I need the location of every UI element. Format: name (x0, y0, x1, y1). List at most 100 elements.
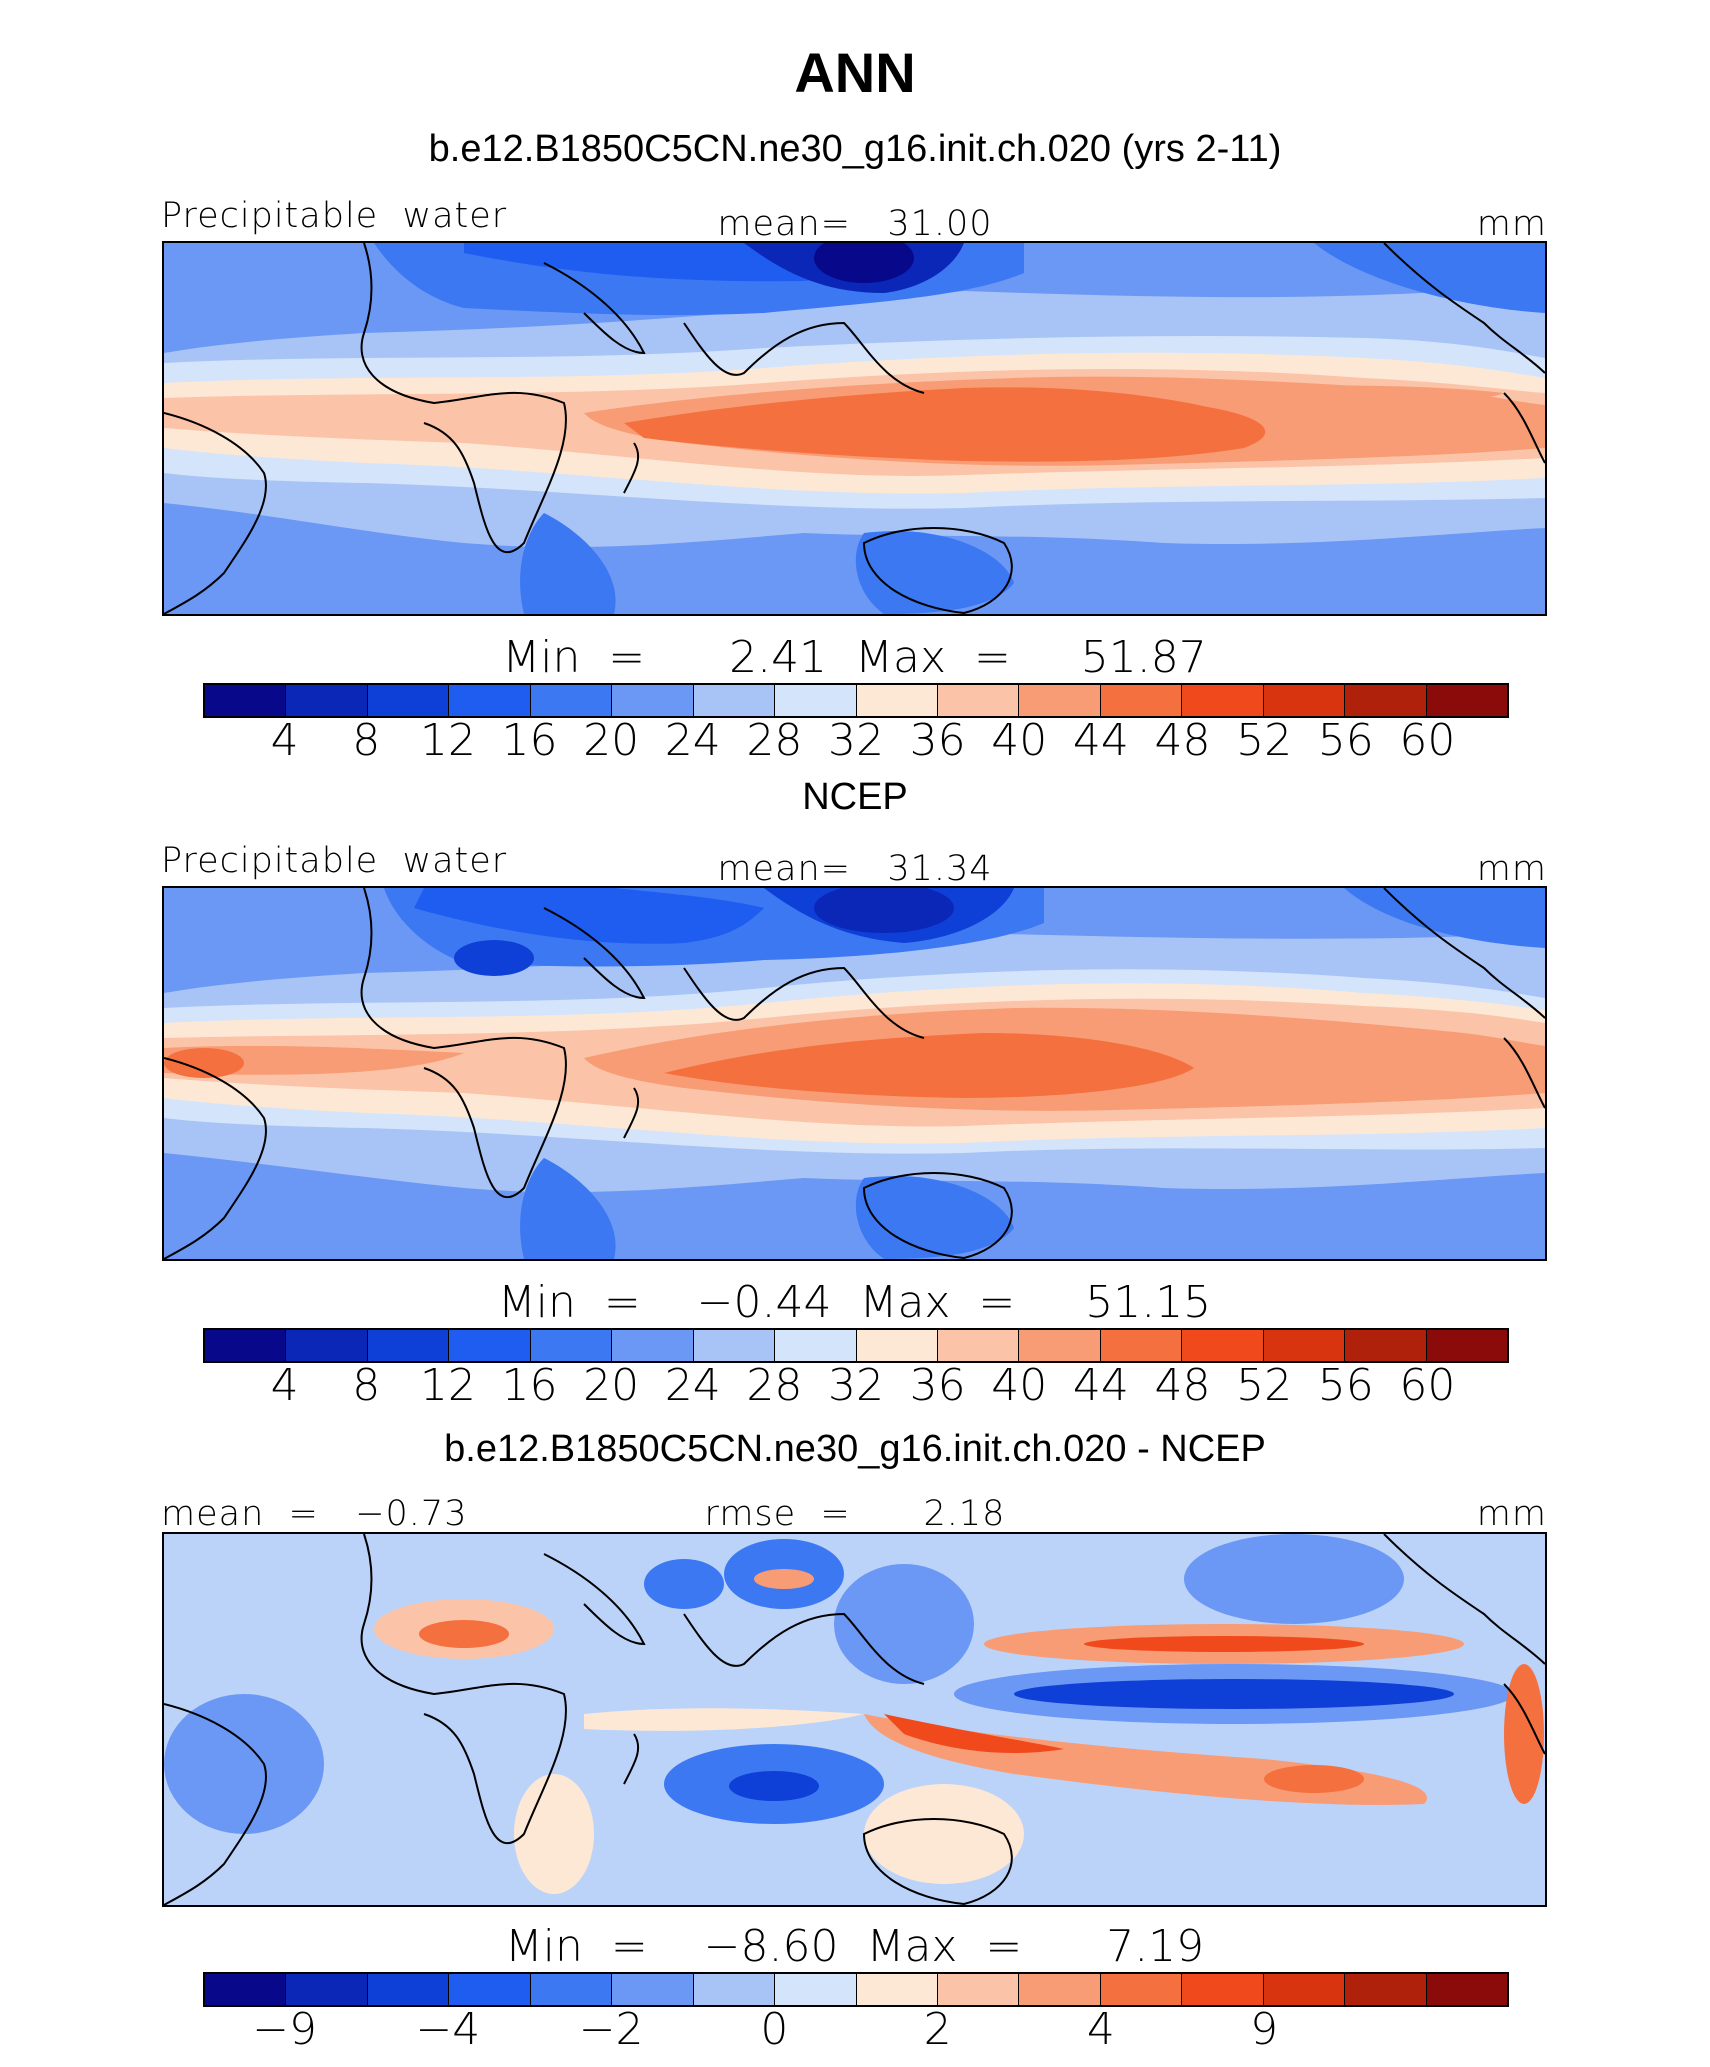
colorbar-swatch (856, 685, 938, 716)
map-contour (754, 1569, 814, 1589)
colorbar-swatch (449, 685, 531, 716)
colorbar-swatch (367, 1974, 450, 2005)
colorbar-tick-label: −2 (578, 2004, 644, 2055)
map-contour (1184, 1534, 1404, 1624)
colorbar-swatch (1263, 685, 1346, 716)
colorbar-swatch (937, 1974, 1020, 2005)
colorbar-tick-label: 40 (991, 1360, 1048, 1411)
panel-3-mean-label: mean = −0.73 (161, 1494, 468, 1534)
colorbar-swatch (1345, 1330, 1427, 1361)
colorbar-swatch (1100, 1974, 1183, 2005)
colorbar-tick-label: 48 (1154, 715, 1211, 766)
colorbar-swatch (205, 685, 287, 716)
colorbar-swatch (205, 1330, 287, 1361)
colorbar-swatch (775, 1330, 857, 1361)
colorbar-tick-label: 20 (583, 1360, 640, 1411)
colorbar-tick-label: 8 (352, 1360, 381, 1411)
map-contour (814, 243, 914, 283)
colorbar-swatch (612, 1330, 694, 1361)
map-contour (164, 1048, 244, 1078)
colorbar-swatch (1426, 1330, 1507, 1361)
map-contour (454, 940, 534, 976)
colorbar-swatch (856, 1330, 938, 1361)
map-contour (1314, 243, 1545, 313)
colorbar-swatch (612, 685, 694, 716)
colorbar-swatch (1426, 685, 1507, 716)
panel-2-colorbar-ticks: 4 8 12 16 20 24 28 32 36 40 44 48 52 56 60 (203, 1360, 1509, 1411)
colorbar-swatch (937, 685, 1020, 716)
colorbar-swatch (286, 1974, 368, 2005)
colorbar-swatch (530, 1330, 613, 1361)
colorbar-swatch (775, 1974, 857, 2005)
colorbar-tick-label: 12 (419, 715, 476, 766)
map-contour (164, 1153, 1545, 1259)
colorbar-swatch (449, 1974, 531, 2005)
coastlines (164, 1534, 1545, 1905)
map-contour (164, 503, 1545, 614)
colorbar-swatch (530, 1974, 613, 2005)
colorbar-tick-label: 40 (991, 715, 1048, 766)
panel-3-map (162, 1532, 1547, 1907)
map-contour (514, 1774, 594, 1894)
colorbar-tick-label: 9 (1250, 2004, 1279, 2055)
colorbar-swatch (1019, 685, 1101, 716)
colorbar-swatch (205, 1974, 287, 2005)
panel-3-minmax: Min = −8.60 Max = 7.19 (504, 1921, 1205, 1972)
colorbar-tick-label: 32 (828, 715, 884, 766)
colorbar-tick-label: 4 (270, 715, 299, 766)
panel-3-colorbar (203, 1972, 1509, 2007)
colorbar-tick-label: 56 (1317, 1360, 1374, 1411)
colorbar-tick-label: 24 (664, 1360, 721, 1411)
panel-3-colorbar-ticks: −9 −4 −2 0 2 4 9 (203, 2004, 1509, 2055)
panel-1-minmax: Min = 2.41 Max = 51.87 (502, 632, 1207, 683)
colorbar-tick-label: 60 (1399, 1360, 1456, 1411)
map-contour (1164, 385, 1504, 413)
colorbar-tick-label: 8 (352, 715, 381, 766)
colorbar-swatch (1019, 1330, 1101, 1361)
panel-1-mean-label: mean= 31.00 (717, 204, 993, 244)
colorbar-swatch (1182, 1974, 1264, 2005)
colorbar-tick-label: 48 (1154, 1360, 1211, 1411)
colorbar-tick-label: 44 (1072, 1360, 1129, 1411)
panel-3-rmse-label: rmse = 2.18 (704, 1494, 1006, 1534)
colorbar-swatch (367, 685, 450, 716)
colorbar-tick-label: 24 (664, 715, 721, 766)
panel-1-map (162, 241, 1547, 616)
colorbar-tick-label: 36 (909, 715, 966, 766)
colorbar-swatch (1100, 1330, 1183, 1361)
colorbar-tick-label: −4 (415, 2004, 481, 2055)
colorbar-tick-label: 12 (419, 1360, 476, 1411)
colorbar-swatch (775, 685, 857, 716)
colorbar-tick-label: −9 (252, 2004, 318, 2055)
colorbar-swatch (449, 1330, 531, 1361)
colorbar-tick-label: 28 (746, 1360, 803, 1411)
colorbar-swatch (693, 1330, 776, 1361)
map-contour (164, 1694, 324, 1834)
colorbar-tick-label: 56 (1317, 715, 1374, 766)
map-contour (644, 1559, 724, 1609)
figure-title: ANN (794, 41, 916, 104)
map-contour (1344, 888, 1545, 948)
map-contour (1014, 1679, 1454, 1709)
colorbar-swatch (286, 1330, 368, 1361)
colorbar-tick-label: 2 (923, 2004, 952, 2055)
colorbar-swatch (286, 685, 368, 716)
colorbar-swatch (937, 1330, 1020, 1361)
map-contour (814, 888, 954, 933)
panel-2-variable-label: Precipitable water (161, 841, 508, 881)
panel-1-units-label: mm (1476, 204, 1547, 244)
colorbar-tick-label: 36 (909, 1360, 966, 1411)
colorbar-swatch (1426, 1974, 1507, 2005)
colorbar-swatch (1263, 1330, 1346, 1361)
colorbar-swatch (367, 1330, 450, 1361)
panel-2-minmax: Min = −0.44 Max = 51.15 (497, 1277, 1212, 1328)
colorbar-tick-label: 0 (760, 2004, 789, 2055)
map-contour (884, 1714, 1064, 1754)
colorbar-swatch (1182, 685, 1264, 716)
colorbar-swatch (1345, 1974, 1427, 2005)
colorbar-tick-label: 28 (746, 715, 803, 766)
colorbar-swatch (1182, 1330, 1264, 1361)
panel-1-colorbar (203, 683, 1509, 718)
map-contour (1264, 1765, 1364, 1793)
coastlines (164, 888, 1545, 1259)
